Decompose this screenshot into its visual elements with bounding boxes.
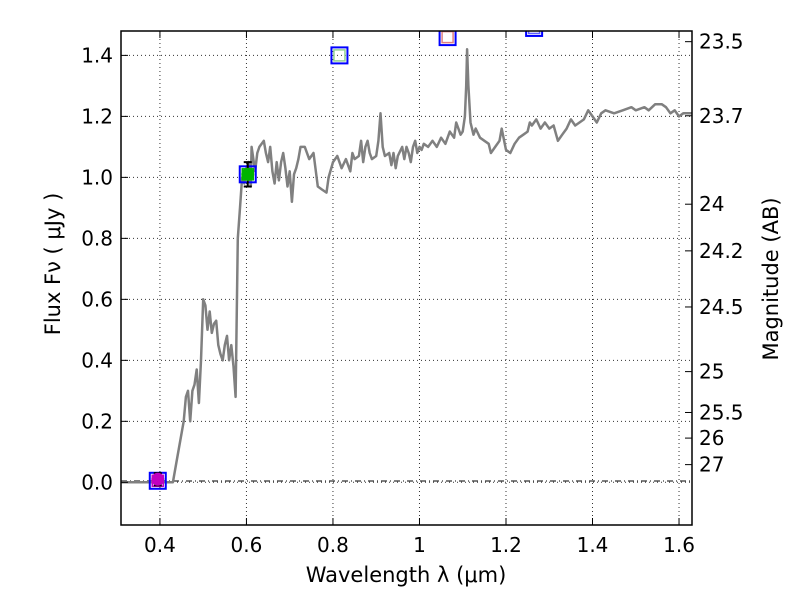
model-box-outer [330, 46, 349, 65]
model-box-outer [525, 31, 544, 37]
x-tick-label: 1.4 [577, 533, 609, 557]
y2-tick-label: 24 [699, 192, 724, 216]
y-tick-label: 1.2 [81, 104, 113, 128]
model-box-outer [438, 31, 457, 47]
y-tick-label: 0.4 [81, 348, 113, 372]
y2-tick-label: 23.7 [699, 104, 744, 128]
y-axis-ticks: 0.0 0.2 0.4 0.6 0.8 1.0 1.2 1.4 [81, 43, 128, 494]
spectrum-line [121, 48, 692, 484]
x-axis-ticks: 0.4 0.6 0.8 1 1.2 1.4 1.6 [144, 31, 695, 557]
x-tick-label: 0.4 [144, 533, 176, 557]
y-tick-label: 0.6 [81, 287, 113, 311]
y-tick-label: 0.8 [81, 226, 113, 250]
model-box-inner [527, 31, 541, 35]
y2-tick-label: 24.2 [699, 239, 744, 263]
x-tick-label: 1.2 [490, 533, 522, 557]
model-box-inner [441, 31, 454, 44]
y2-axis-label: Magnitude (AB) [759, 197, 783, 360]
spectrum-series [121, 48, 692, 484]
y2-tick-label: 23.5 [699, 30, 744, 54]
x-axis-label: Wavelength λ (μm) [306, 563, 507, 587]
x-tick-label: 1.6 [663, 533, 695, 557]
y-tick-label: 0.2 [81, 409, 113, 433]
y-tick-label: 1.4 [81, 43, 113, 67]
y2-tick-label: 27 [699, 453, 724, 477]
photometry-point [241, 167, 255, 181]
grid-lines [121, 31, 692, 525]
x-tick-label: 0.8 [317, 533, 349, 557]
photometry-point [151, 472, 165, 486]
y-tick-label: 0.0 [81, 470, 113, 494]
y2-tick-label: 25.5 [699, 400, 744, 424]
observed-photometry-points [151, 161, 255, 487]
plot-frame [120, 30, 693, 526]
y2-tick-label: 24.5 [699, 295, 744, 319]
y2-tick-label: 25 [699, 360, 724, 384]
model-box-inner [333, 49, 346, 62]
x-tick-label: 0.6 [231, 533, 263, 557]
x-tick-label: 1 [413, 533, 426, 557]
y-axis-label: Flux Fν ( μJy ) [41, 193, 65, 336]
model-photometry-boxes [148, 31, 544, 490]
y-tick-label: 1.0 [81, 165, 113, 189]
y2-tick-label: 26 [699, 426, 724, 450]
y2-axis-ticks: 23.5 23.7 24 24.2 24.5 25 25.526 27 [685, 30, 744, 477]
